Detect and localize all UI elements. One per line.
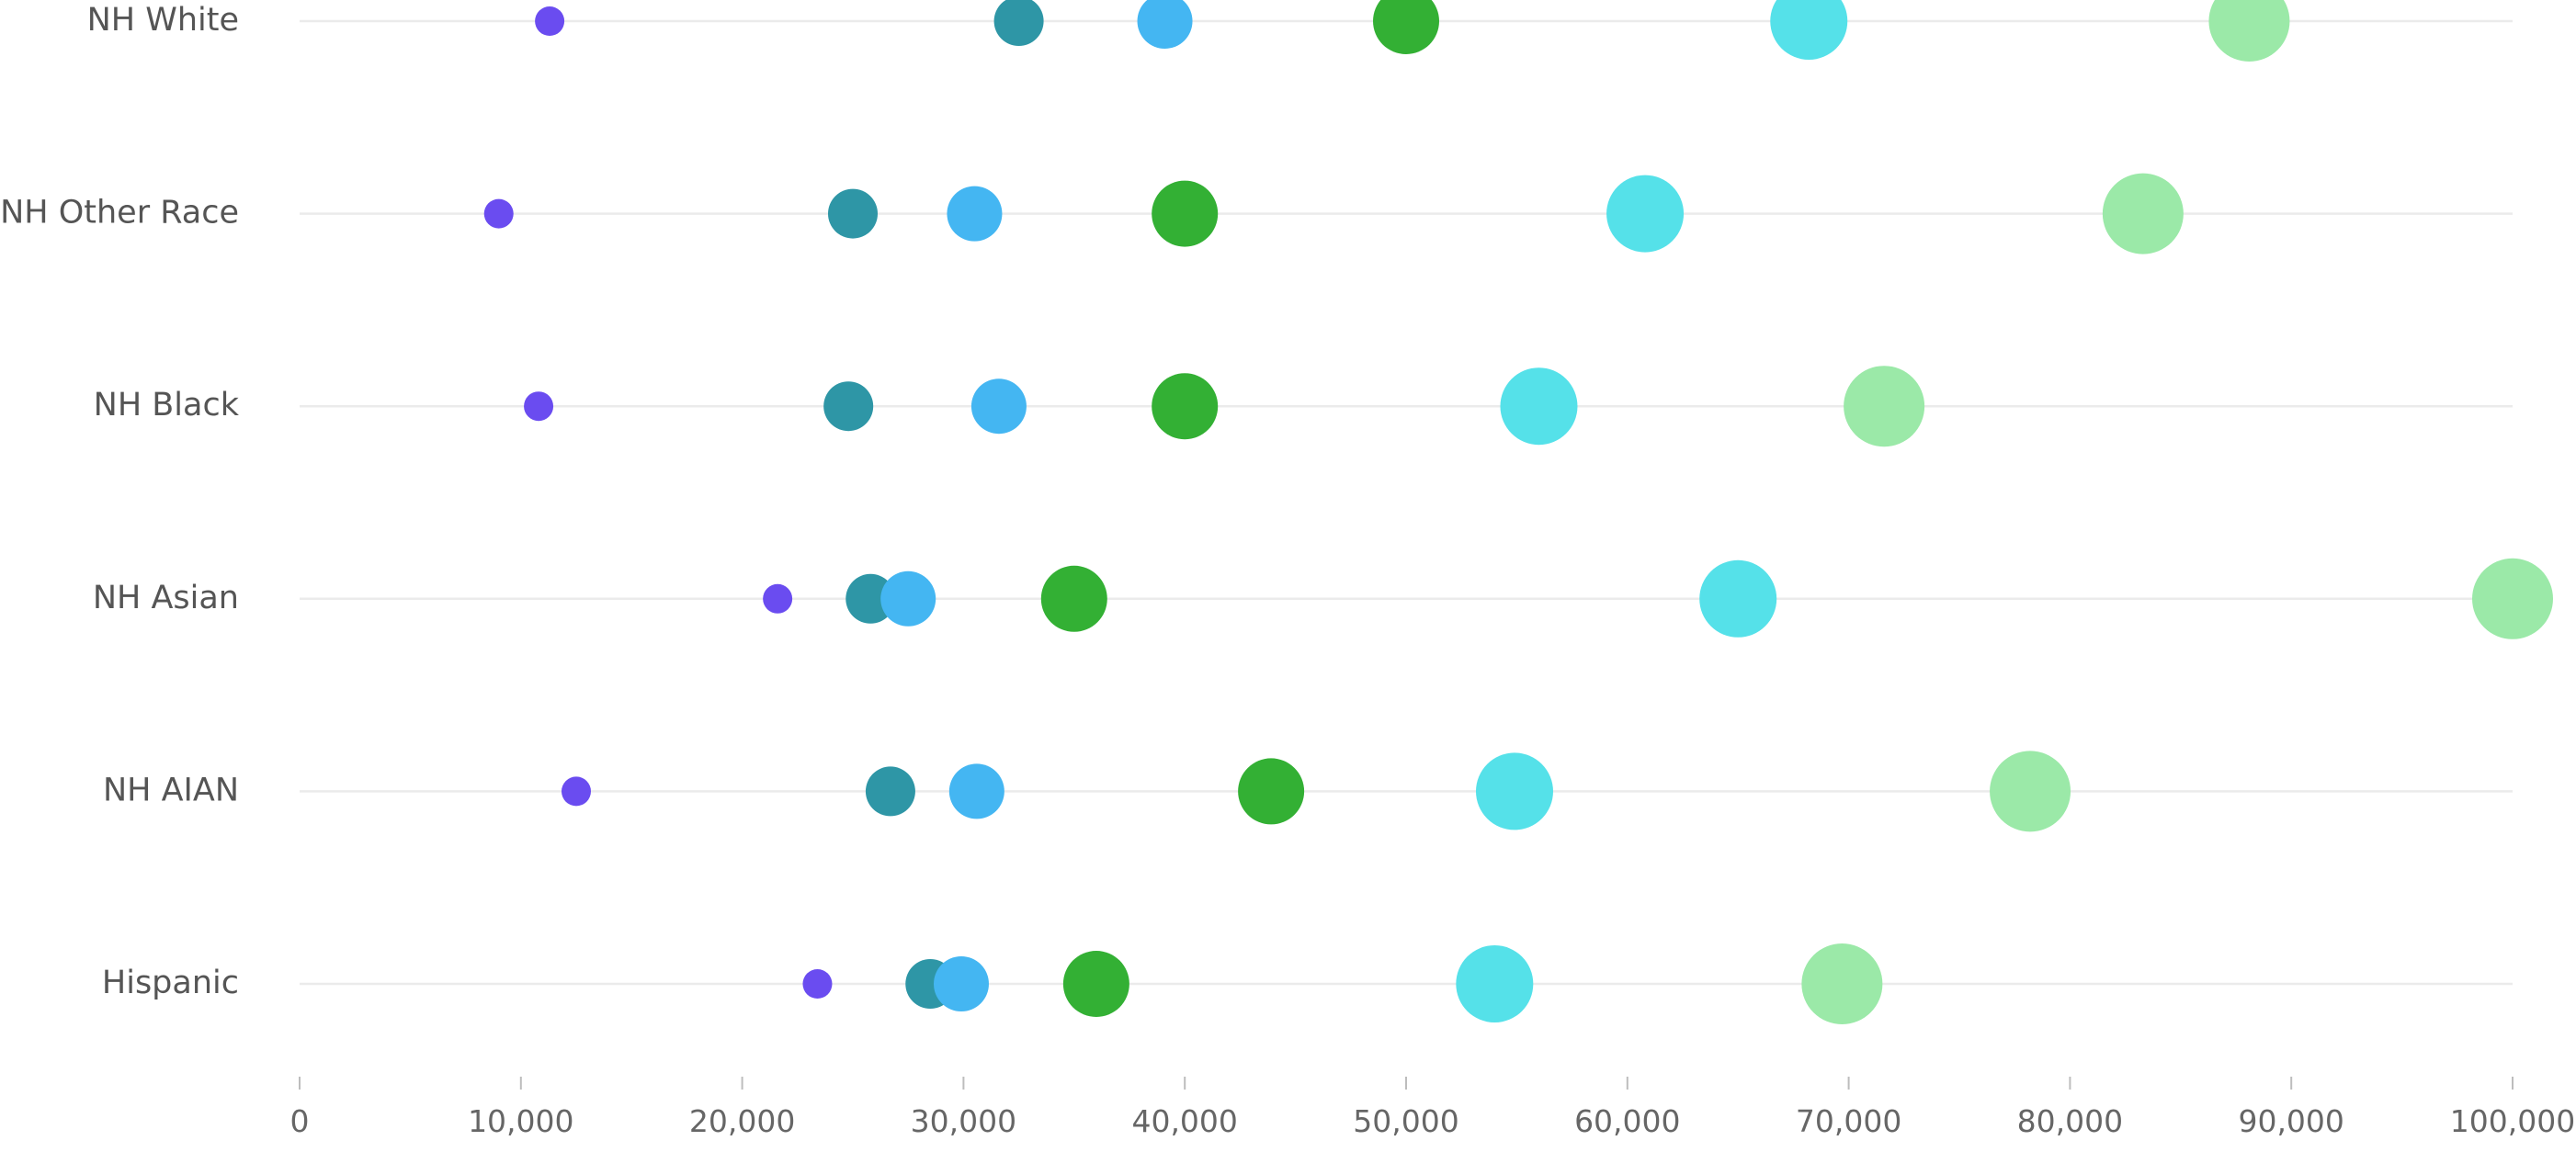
dot-nh-black-series-4: [1152, 373, 1219, 440]
dot-nh-asian-series-2: [845, 573, 896, 624]
x-tick-label-8: 80,000: [2017, 1103, 2123, 1139]
x-tick-label-2: 20,000: [689, 1103, 795, 1139]
x-tick-label-3: 30,000: [911, 1103, 1016, 1139]
dot-nh-asian-series-5: [1699, 559, 1777, 638]
dot-nh-other-race-series-6: [2102, 173, 2184, 254]
x-tick-label-5: 50,000: [1353, 1103, 1458, 1139]
x-tick-label-10: 100,000: [2450, 1103, 2575, 1139]
x-tick-label-4: 40,000: [1131, 1103, 1237, 1139]
x-tick-label-1: 10,000: [468, 1103, 573, 1139]
dot-hispanic-series-4: [1062, 951, 1129, 1017]
dot-nh-white-series-4: [1373, 0, 1439, 54]
dot-hispanic-series-5: [1456, 945, 1534, 1022]
dot-nh-asian-series-4: [1040, 565, 1107, 632]
row-label-nh-white: NH White: [87, 2, 239, 39]
row-labels: NH White NH Other Race NH Black NH Asian NH …: [0, 2, 240, 1001]
dot-nh-asian-series-3: [880, 570, 936, 627]
dot-nh-white-series-6: [2208, 0, 2290, 62]
row-label-hispanic: Hispanic: [102, 965, 239, 1001]
dot-nh-black-series-5: [1500, 367, 1578, 446]
dot-nh-asian-series-6: [2472, 558, 2553, 639]
grid-layer: [300, 19, 2513, 986]
dot-nh-other-race-series-3: [947, 186, 1003, 242]
x-axis: 0 10,000 20,000 30,000 40,000 50,000 60,000 70,…: [290, 1077, 2575, 1139]
dot-nh-aian-series-2: [865, 766, 915, 817]
dot-nh-white-series-1: [535, 6, 565, 36]
dot-hispanic-series-3: [933, 956, 989, 1011]
dot-nh-aian-series-1: [562, 776, 591, 807]
dot-nh-black-series-2: [823, 381, 874, 432]
x-tick-label-0: 0: [290, 1103, 310, 1139]
row-label-nh-other-race: NH Other Race: [0, 195, 239, 232]
row-label-nh-aian: NH AIAN: [103, 772, 239, 808]
data-points: [483, 0, 2553, 1024]
dot-nh-aian-series-3: [948, 763, 1004, 819]
x-tick-label-9: 90,000: [2238, 1103, 2343, 1139]
dot-nh-black-series-6: [1844, 366, 1925, 447]
dot-nh-other-race-series-2: [828, 188, 878, 239]
dot-nh-other-race-series-4: [1152, 180, 1219, 247]
dot-hispanic-series-6: [1801, 943, 1883, 1024]
dot-nh-white-series-5: [1770, 0, 1848, 60]
row-label-nh-asian: NH Asian: [93, 580, 239, 616]
row-label-nh-black: NH Black: [94, 387, 240, 424]
dot-nh-aian-series-6: [1990, 751, 2071, 832]
dot-hispanic-series-1: [802, 969, 833, 999]
dot-nh-aian-series-5: [1475, 752, 1553, 830]
dot-nh-other-race-series-5: [1606, 175, 1685, 253]
dot-nh-asian-series-1: [763, 583, 793, 614]
dot-nh-black-series-3: [970, 378, 1027, 435]
dot-nh-other-race-series-1: [483, 198, 514, 229]
x-tick-label-6: 60,000: [1574, 1103, 1680, 1139]
dot-nh-white-series-3: [1137, 0, 1193, 49]
dot-nh-aian-series-4: [1238, 758, 1305, 825]
x-tick-label-7: 70,000: [1796, 1103, 1901, 1139]
dot-nh-black-series-1: [524, 391, 554, 422]
dot-nh-white-series-2: [993, 0, 1044, 46]
